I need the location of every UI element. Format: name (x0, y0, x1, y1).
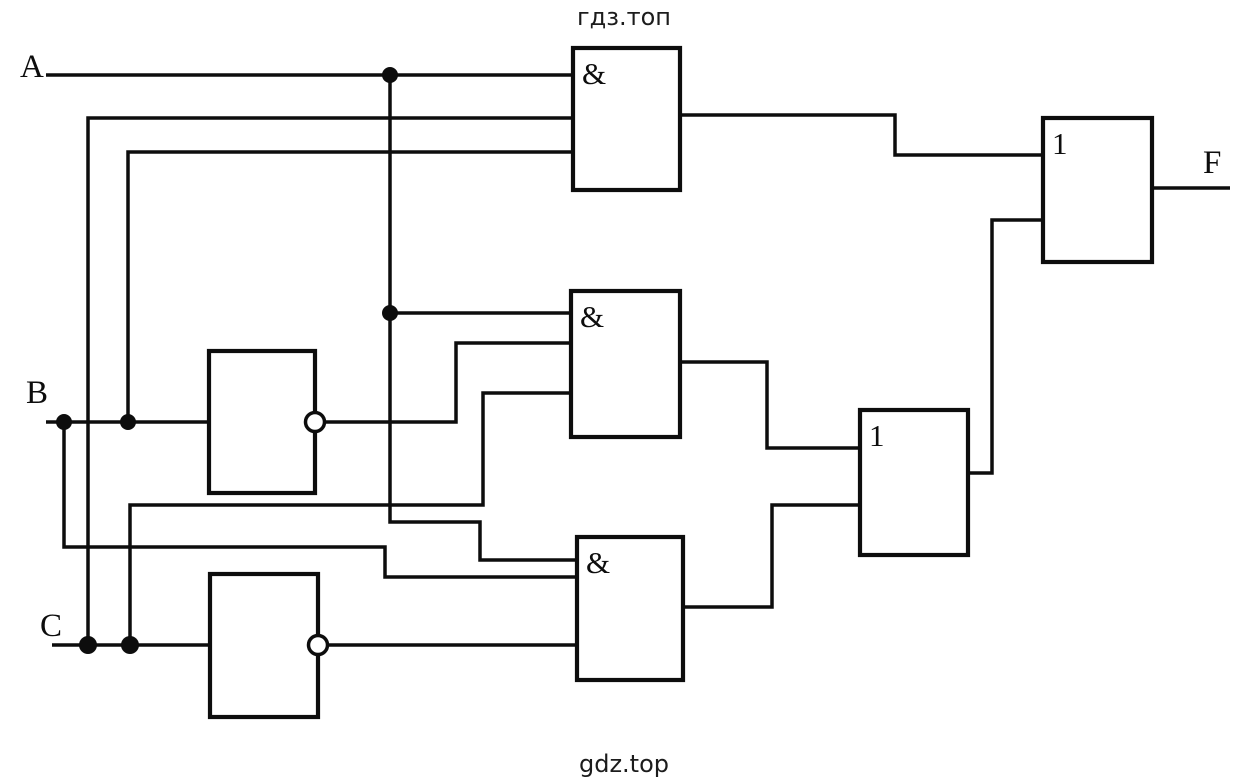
output-f-label: F (1203, 145, 1221, 181)
junction-a-2 (382, 305, 398, 321)
wire-a-branch-down (388, 75, 577, 562)
junction-b-1 (56, 414, 72, 430)
and-gate-3 (574, 534, 686, 683)
not-gate-1-bubble-icon (303, 410, 327, 434)
or-gate-1-symbol: 1 (869, 418, 885, 453)
watermark-top: гдз.топ (577, 3, 671, 31)
not-gate-2-bubble-icon (306, 633, 330, 657)
junction-c-2 (121, 636, 139, 654)
wire-and3-to-or1 (683, 503, 860, 609)
junction-a-1 (382, 67, 398, 83)
junction-b-2 (120, 414, 136, 430)
or-gate-1 (857, 407, 971, 558)
and-gate-2 (568, 288, 683, 440)
wire-c-to-and1 (86, 116, 573, 645)
and-gate-1-symbol: & (582, 56, 606, 91)
and-gate-3-symbol: & (586, 545, 610, 580)
input-a-label: A (20, 49, 44, 85)
watermark-bottom: gdz.top (579, 750, 669, 778)
and-gate-2-symbol: & (580, 299, 604, 334)
and-gate-1 (570, 45, 683, 193)
junction-c-1 (79, 636, 97, 654)
wire-and1-to-or2 (680, 113, 1043, 157)
wire-c-to-and2 (128, 391, 571, 645)
wire-or1-to-or2 (968, 218, 1043, 475)
wire-not1-to-and2 (325, 341, 571, 424)
input-b-label: B (26, 375, 48, 411)
wire-and2-to-or1 (680, 360, 860, 450)
wire-b-to-and3 (62, 422, 577, 579)
or-gate-2 (1040, 115, 1155, 265)
input-c-label: C (40, 608, 62, 644)
not-gate-1 (206, 348, 318, 496)
wire-b-to-and1 (126, 150, 573, 422)
circuit-layer: & & & 1 1 A B C F (20, 45, 1230, 720)
not-gate-2 (207, 571, 321, 720)
or-gate-2-symbol: 1 (1052, 126, 1068, 161)
